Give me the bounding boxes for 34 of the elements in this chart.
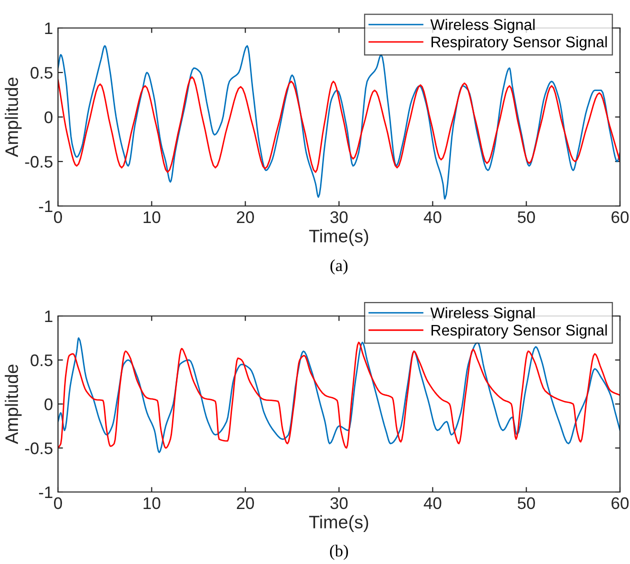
x-axis-title: Time(s) — [309, 229, 368, 246]
legend-label: Respiratory Sensor Signal — [432, 324, 607, 339]
y-tick-label: -1 — [39, 486, 52, 498]
x-tick-label: 50 — [518, 497, 535, 510]
y-tick-label: 0.5 — [30, 66, 52, 79]
text: (a) — [330, 259, 348, 275]
x-tick-label: 40 — [424, 497, 442, 510]
x-tick-label: 60 — [612, 497, 629, 510]
text: (b) — [330, 544, 348, 560]
x-tick-label: 30 — [330, 497, 348, 510]
x-tick-label: 30 — [330, 211, 348, 224]
y-tick-label: -0.5 — [25, 156, 52, 168]
legend-label: Respiratory Sensor Signal — [432, 36, 607, 50]
x-tick-label: 60 — [612, 211, 629, 224]
y-tick-label: -0.5 — [25, 442, 52, 454]
x-tick-label: 0 — [54, 497, 62, 510]
y-tick-label: 1 — [45, 310, 52, 322]
x-tick-label: 20 — [236, 211, 254, 224]
y-axis-title: Amplitude — [4, 78, 22, 158]
x-tick-label: 10 — [144, 211, 160, 224]
x-tick-label: 0 — [54, 211, 62, 224]
y-tick-label: 0 — [44, 398, 52, 410]
y-tick-label: 0.5 — [30, 354, 52, 366]
y-tick-label: -1 — [39, 200, 52, 212]
x-tick-label: 20 — [236, 497, 254, 510]
series-label: Wireless Signal — [430, 307, 535, 322]
y-tick-label: 0 — [44, 111, 52, 124]
text: Wireless Signal — [430, 18, 535, 34]
x-tick-label: 40 — [424, 211, 442, 224]
x-tick-label: 10 — [144, 497, 160, 510]
x-axis-title: Time(s) — [309, 515, 368, 532]
y-tick-label: 1 — [45, 22, 52, 34]
x-tick-label: 50 — [518, 211, 535, 224]
y-axis-title: Amplitude — [4, 364, 22, 444]
